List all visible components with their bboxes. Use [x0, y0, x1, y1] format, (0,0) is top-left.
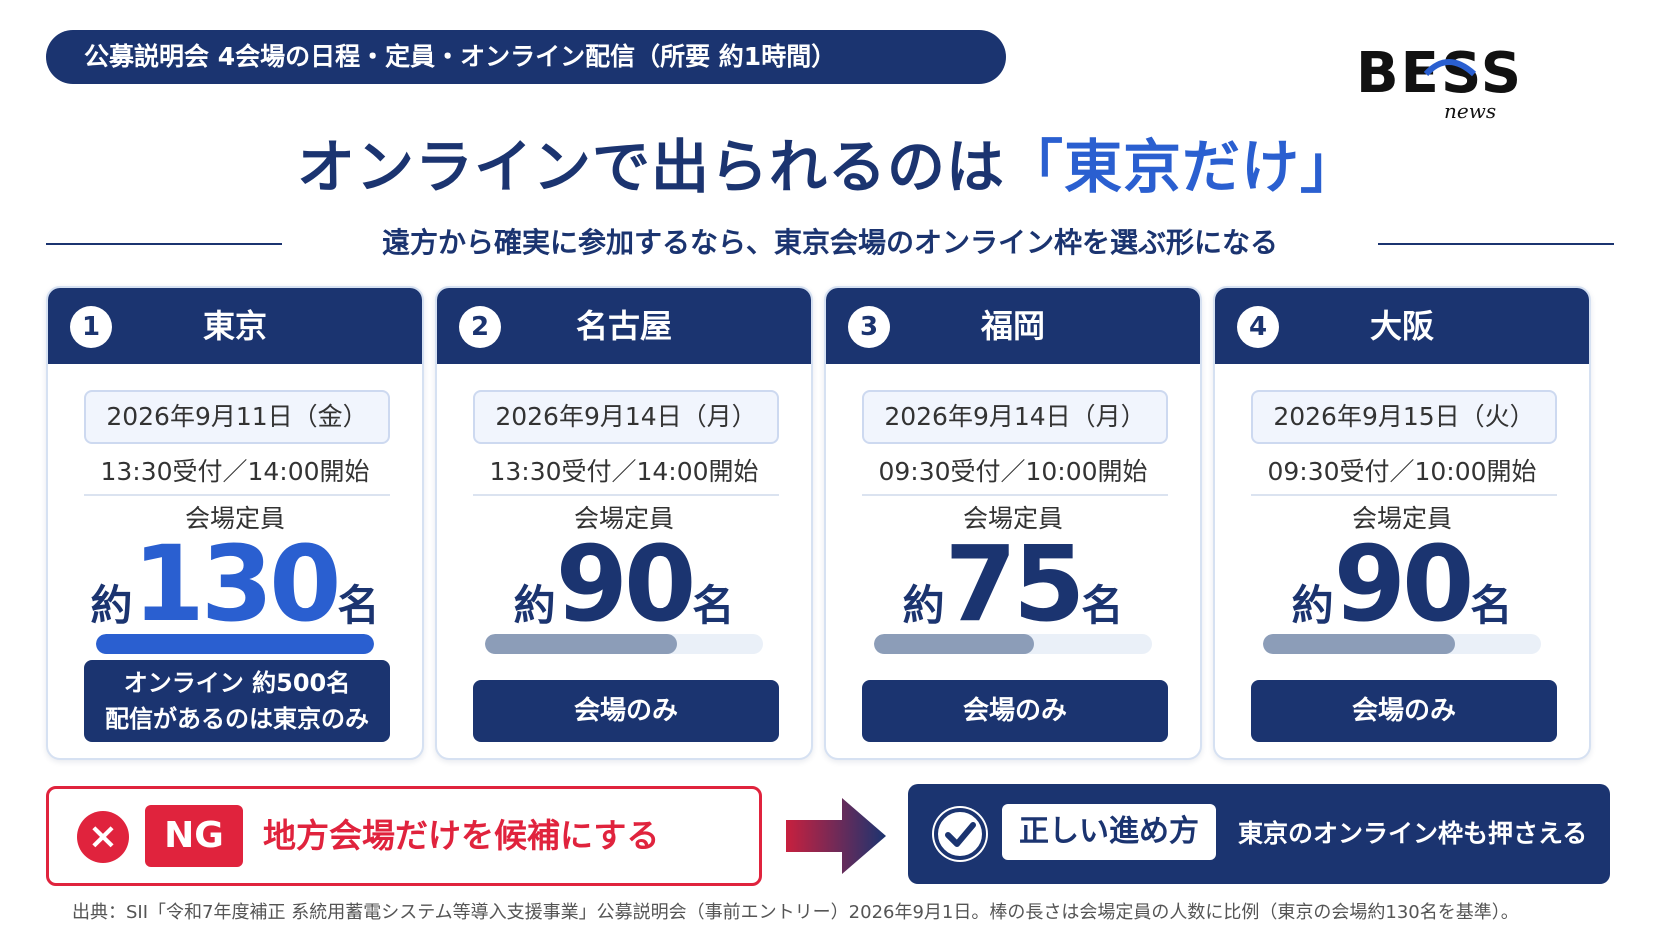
capacity-label: 会場定員	[1351, 504, 1452, 533]
venue-time: 13:30受付／14:00開始	[100, 457, 370, 486]
venue-date: 2026年9月11日（金）	[84, 390, 390, 444]
source-note: 出典：SII「令和7年度補正 系統用蓄電システム等導入支援事業」公募説明会（事前…	[72, 902, 1519, 923]
venue-date: 2026年9月14日（月）	[473, 390, 779, 444]
venue-number-badge: 2	[459, 306, 501, 348]
venue-city: 名古屋	[575, 307, 672, 345]
header-pill: 公募説明会 4会場の日程・定員・オンライン配信（所要 約1時間）	[46, 30, 1006, 84]
venue-card-fukuoka: 福岡 3 2026年9月14日（月） 09:30受付／10:00開始 会場定員 …	[824, 286, 1202, 760]
capacity-bar	[485, 634, 763, 654]
capacity-value: 約90名	[1215, 530, 1589, 638]
check-circle-icon	[932, 806, 988, 862]
divider-left	[46, 243, 282, 245]
capacity-bar-fill	[1263, 634, 1456, 654]
headline: オンラインで出られるのは「東京だけ」	[0, 120, 1656, 204]
online-note-line1: オンライン 約500名	[123, 669, 351, 697]
ng-message: 地方会場だけを候補にする	[263, 816, 660, 855]
card-header: 名古屋 2	[437, 288, 811, 364]
venue-card-osaka: 大阪 4 2026年9月15日（火） 09:30受付／10:00開始 会場定員 …	[1213, 286, 1591, 760]
venue-time: 13:30受付／14:00開始	[489, 457, 759, 486]
capacity-bar	[874, 634, 1152, 654]
correct-approach-box: 正しい進め方 東京のオンライン枠も押さえる	[908, 784, 1610, 884]
venue-number-badge: 1	[70, 306, 112, 348]
capacity-label: 会場定員	[573, 504, 674, 533]
venue-city: 大阪	[1369, 307, 1434, 345]
venue-city: 福岡	[980, 307, 1045, 345]
capacity-prefix: 約	[902, 581, 945, 630]
capacity-bar-fill	[874, 634, 1035, 654]
svg-text:BESS: BESS	[1356, 44, 1523, 106]
logo-sub: news	[1444, 99, 1496, 123]
venue-city: 東京	[202, 307, 267, 345]
card-divider	[473, 494, 779, 496]
x-circle-icon: ×	[77, 811, 129, 863]
correct-approach-tag: 正しい進め方	[1002, 804, 1216, 860]
capacity-prefix: 約	[513, 581, 556, 630]
venue-date: 2026年9月15日（火）	[1251, 390, 1557, 444]
capacity-value: 約90名	[437, 530, 811, 638]
venue-time: 09:30受付／10:00開始	[878, 457, 1148, 486]
capacity-bar-fill	[485, 634, 678, 654]
card-divider	[1251, 494, 1557, 496]
online-note: オンライン 約500名 配信があるのは東京のみ	[84, 660, 390, 742]
card-header: 福岡 3	[826, 288, 1200, 364]
capacity-suffix: 名	[1081, 581, 1124, 630]
ng-tag: NG	[145, 805, 243, 867]
bess-logo: BESS news	[1356, 41, 1596, 124]
capacity-bar	[96, 634, 374, 654]
headline-main: オンラインで出られるのは	[296, 133, 1005, 201]
venue-only-label: 会場のみ	[473, 680, 779, 742]
subheadline-row: 遠方から確実に参加するなら、東京会場のオンライン枠を選ぶ形になる	[46, 222, 1614, 262]
venue-card-nagoya: 名古屋 2 2026年9月14日（月） 13:30受付／14:00開始 会場定員…	[435, 286, 813, 760]
venue-number-badge: 3	[848, 306, 890, 348]
card-header: 東京 1	[48, 288, 422, 364]
capacity-suffix: 名	[692, 581, 735, 630]
capacity-number: 130	[132, 523, 341, 645]
capacity-prefix: 約	[1291, 581, 1334, 630]
venue-only-label: 会場のみ	[1251, 680, 1557, 742]
capacity-label: 会場定員	[962, 504, 1063, 533]
venue-card-tokyo: 東京 1 2026年9月11日（金） 13:30受付／14:00開始 会場定員 …	[46, 286, 424, 760]
subheadline: 遠方から確実に参加するなら、東京会場のオンライン枠を選ぶ形になる	[381, 226, 1278, 259]
arrow-right-icon	[786, 798, 886, 874]
venue-only-label: 会場のみ	[862, 680, 1168, 742]
card-divider	[84, 494, 390, 496]
online-note-line2: 配信があるのは東京のみ	[105, 705, 369, 733]
capacity-bar-fill	[96, 634, 374, 654]
card-divider	[862, 494, 1168, 496]
capacity-suffix: 名	[337, 581, 380, 630]
capacity-number: 75	[944, 523, 1086, 645]
capacity-label: 会場定員	[184, 504, 285, 533]
correct-approach-message: 東京のオンライン枠も押さえる	[1238, 819, 1588, 848]
divider-right	[1378, 243, 1614, 245]
capacity-suffix: 名	[1470, 581, 1513, 630]
capacity-prefix: 約	[90, 581, 133, 630]
capacity-value: 約130名	[48, 530, 422, 638]
capacity-number: 90	[1333, 523, 1475, 645]
card-header: 大阪 4	[1215, 288, 1589, 364]
capacity-value: 約75名	[826, 530, 1200, 638]
venue-date: 2026年9月14日（月）	[862, 390, 1168, 444]
ng-box: × NG 地方会場だけを候補にする	[46, 786, 762, 886]
venue-time: 09:30受付／10:00開始	[1267, 457, 1537, 486]
capacity-bar	[1263, 634, 1541, 654]
headline-highlight: 「東京だけ」	[1005, 133, 1360, 201]
logo-mark: BESS news	[1356, 41, 1523, 123]
venue-number-badge: 4	[1237, 306, 1279, 348]
capacity-number: 90	[555, 523, 697, 645]
